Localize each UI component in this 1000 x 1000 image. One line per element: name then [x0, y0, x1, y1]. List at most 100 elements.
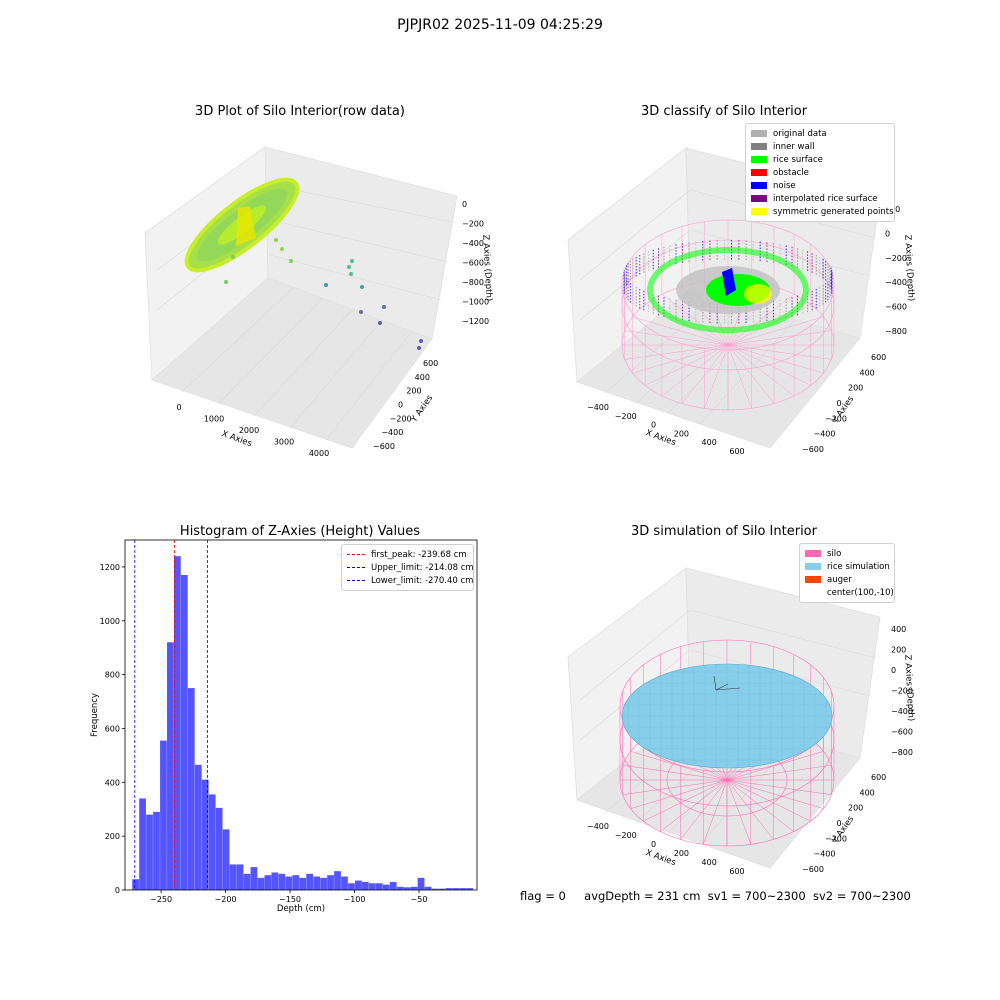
legend-entry: interpolated rice surface	[751, 192, 889, 205]
classify-z-tick: −400	[885, 278, 907, 287]
legend-swatch	[805, 550, 821, 557]
simulation-legend: silo rice simulation auger center(100,-10)	[799, 543, 895, 603]
classify-x-tick: 600	[729, 447, 744, 456]
flag-text: flag = 0	[520, 889, 566, 903]
legend-label: inner wall	[773, 141, 815, 152]
legend-label: first_peak: -239.68 cm	[371, 549, 467, 560]
simulation-rice-mesh	[622, 664, 832, 768]
legend-swatch	[751, 169, 767, 176]
simulation-z-tick: −200	[891, 687, 913, 696]
legend-swatch	[805, 589, 821, 596]
simulation-x-label: X Axies	[644, 848, 677, 868]
classify-z-label: Z Axies (Depth)	[902, 234, 915, 301]
simulation-x-tick: −200	[615, 831, 637, 840]
legend-label: rice simulation	[827, 561, 890, 572]
simulation-y-tick: −600	[802, 865, 824, 874]
legend-label: rice surface	[773, 154, 823, 165]
figure-title: PJPJR02 2025-11-09 04:25:29	[397, 17, 603, 33]
legend-entry: first_peak: -239.68 cm	[347, 548, 468, 561]
legend-entry: noise	[751, 179, 889, 192]
classify-y-tick: −600	[802, 445, 824, 454]
histogram-legend: first_peak: -239.68 cm Upper_limit: -214.…	[341, 544, 474, 591]
raw-y-label: Y Axies	[409, 393, 436, 425]
classify-x-tick: −200	[615, 412, 637, 421]
legend-entry: rice surface	[751, 153, 889, 166]
simulation-y-tick: 0	[837, 819, 842, 828]
raw-x-tick: 0	[176, 403, 181, 412]
legend-swatch	[805, 563, 821, 570]
legend-label: Upper_limit: -214.08 cm	[371, 562, 474, 573]
raw-y-tick: 200	[406, 387, 421, 396]
raw-y-tick: 0	[398, 401, 403, 410]
legend-label: noise	[773, 180, 796, 191]
simulation-plot-title: 3D simulation of Silo Interior	[631, 524, 817, 539]
legend-label: Lower_limit: -270.40 cm	[371, 575, 474, 586]
legend-label: silo	[827, 548, 842, 559]
classify-z-tick: −800	[885, 327, 907, 336]
raw-z-tick: −1000	[462, 298, 489, 307]
raw-z-tick: −200	[462, 220, 484, 229]
raw-plot-title: 3D Plot of Silo Interior(row data)	[195, 104, 405, 119]
legend-swatch	[751, 195, 767, 202]
simulation-y-tick: −400	[814, 850, 836, 859]
raw-x-tick: 1000	[204, 415, 224, 424]
legend-entry: center(100,-10)	[805, 586, 894, 599]
legend-entry: Lower_limit: -270.40 cm	[347, 574, 473, 587]
raw-floor-pane	[151, 277, 433, 449]
raw-z-label: Z Axies (Depth)	[480, 234, 493, 301]
classify-y-tick: −200	[825, 414, 847, 423]
legend-label: obstacle	[773, 167, 809, 178]
classify-plot-title: 3D classify of Silo Interior	[640, 104, 808, 119]
legend-swatch	[751, 143, 767, 150]
legend-swatch	[347, 554, 365, 555]
simulation-x-tick: 0	[651, 840, 656, 849]
classify-x-tick: 200	[674, 429, 689, 438]
raw-y-tick: −200	[390, 414, 412, 423]
raw-x-tick: 3000	[274, 438, 294, 447]
classify-x-label: X Axies	[644, 428, 677, 448]
avg-depth-text: avgDepth = 231 cm	[584, 889, 701, 903]
simulation-x-tick: 600	[729, 867, 744, 876]
raw-y-tick: −600	[373, 442, 395, 451]
raw-scatter-points	[224, 238, 423, 350]
legend-swatch	[751, 182, 767, 189]
legend-swatch	[751, 130, 767, 137]
legend-swatch	[751, 156, 767, 163]
raw-x-tick: 4000	[309, 449, 329, 458]
legend-swatch	[805, 576, 821, 583]
simulation-z-tick: 0	[891, 666, 896, 675]
legend-swatch	[347, 580, 365, 581]
legend-entry: inner wall	[751, 140, 889, 153]
simulation-y-tick: 400	[860, 788, 875, 797]
sv1-text: sv1 = 700~2300	[707, 889, 806, 903]
raw-y-tick: 400	[415, 373, 430, 382]
legend-swatch	[347, 567, 365, 568]
classify-x-tick: 0	[651, 421, 656, 430]
sv2-text: sv2 = 700~2300	[812, 889, 911, 903]
raw-z-tick: −800	[462, 278, 484, 287]
raw-y-tick: −400	[381, 428, 403, 437]
legend-entry: original data	[751, 127, 889, 140]
legend-label: original data	[773, 128, 827, 139]
status-footer: flag = 0 avgDepth = 231 cm sv1 = 700~230…	[520, 889, 911, 903]
simulation-z-tick: 200	[891, 646, 906, 655]
classify-noise-cluster	[722, 268, 736, 296]
raw-z-tick: −600	[462, 259, 484, 268]
legend-entry: silo	[805, 547, 889, 560]
legend-entry: rice simulation	[805, 560, 890, 573]
simulation-y-tick: 600	[871, 773, 886, 782]
classify-rice-ring	[647, 247, 809, 333]
simulation-z-tick: −800	[891, 748, 913, 757]
classify-y-tick: 200	[848, 384, 863, 393]
legend-label: symmetric generated points	[773, 206, 894, 217]
legend-label: interpolated rice surface	[773, 193, 878, 204]
raw-3d-plot	[144, 146, 458, 449]
classify-x-tick: −400	[587, 403, 609, 412]
legend-label: auger	[827, 574, 852, 585]
raw-z-tick: 0	[462, 200, 467, 209]
simulation-z-label: Z Axies (Depth)	[902, 654, 915, 721]
legend-entry: obstacle	[751, 166, 889, 179]
simulation-x-tick: 400	[702, 858, 717, 867]
classify-z-tick: −200	[885, 254, 907, 263]
